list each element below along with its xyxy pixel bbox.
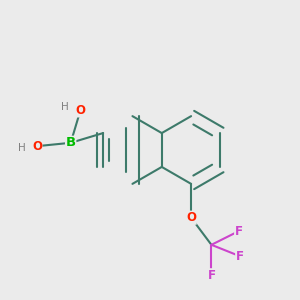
Text: O: O (186, 211, 196, 224)
Text: O: O (75, 104, 85, 117)
Text: B: B (66, 136, 76, 149)
Text: F: F (235, 225, 243, 238)
Text: H: H (61, 102, 69, 112)
Text: F: F (236, 250, 244, 262)
Text: F: F (207, 269, 215, 282)
Text: H: H (18, 142, 26, 153)
Text: O: O (32, 140, 42, 153)
